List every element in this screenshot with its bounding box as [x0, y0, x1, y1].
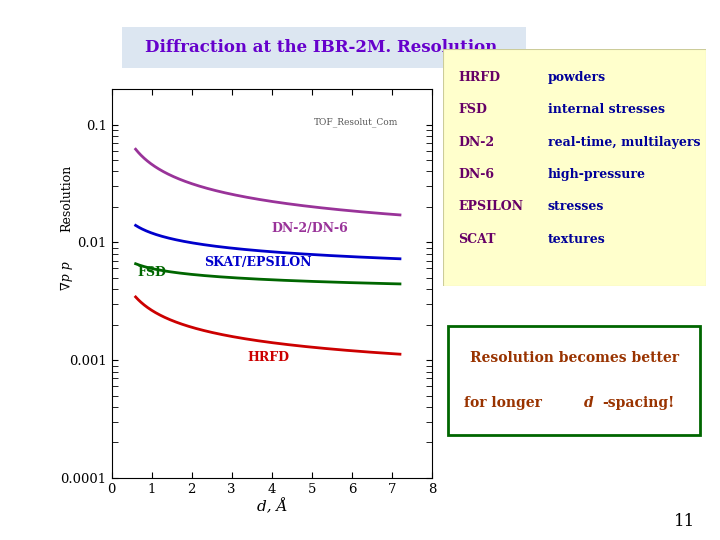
- Text: high-pressure: high-pressure: [548, 168, 646, 181]
- Text: for longer: for longer: [464, 396, 546, 410]
- Text: DN-2: DN-2: [459, 136, 495, 148]
- Text: Diffraction at the IBR-2M. Resolution.: Diffraction at the IBR-2M. Resolution.: [145, 39, 503, 56]
- Text: real-time, multilayers: real-time, multilayers: [548, 136, 701, 148]
- Text: textures: textures: [548, 233, 606, 246]
- Text: HRFD: HRFD: [248, 351, 289, 364]
- Text: DN-6: DN-6: [459, 168, 495, 181]
- Text: internal stresses: internal stresses: [548, 103, 665, 116]
- Text: FSD: FSD: [459, 103, 487, 116]
- FancyBboxPatch shape: [443, 49, 706, 286]
- Text: SCAT: SCAT: [459, 233, 496, 246]
- Text: TOF_Resolut_Com: TOF_Resolut_Com: [314, 117, 398, 127]
- Text: Resolution becomes better: Resolution becomes better: [469, 351, 679, 365]
- Text: SKAT/EPSILON: SKAT/EPSILON: [204, 256, 311, 269]
- Text: ∇p p: ∇p p: [60, 261, 73, 290]
- Text: HRFD: HRFD: [459, 71, 500, 84]
- Text: -spacing!: -spacing!: [602, 396, 674, 410]
- Text: stresses: stresses: [548, 200, 604, 213]
- Text: DN-2/DN-6: DN-2/DN-6: [271, 222, 348, 235]
- FancyBboxPatch shape: [102, 25, 546, 70]
- Text: d: d: [583, 396, 593, 410]
- Text: powders: powders: [548, 71, 606, 84]
- Text: FSD: FSD: [138, 266, 166, 279]
- X-axis label: d, Å: d, Å: [256, 498, 287, 514]
- FancyBboxPatch shape: [448, 326, 701, 435]
- Text: Resolution: Resolution: [60, 164, 73, 232]
- Text: EPSILON: EPSILON: [459, 200, 523, 213]
- Text: 11: 11: [673, 514, 695, 530]
